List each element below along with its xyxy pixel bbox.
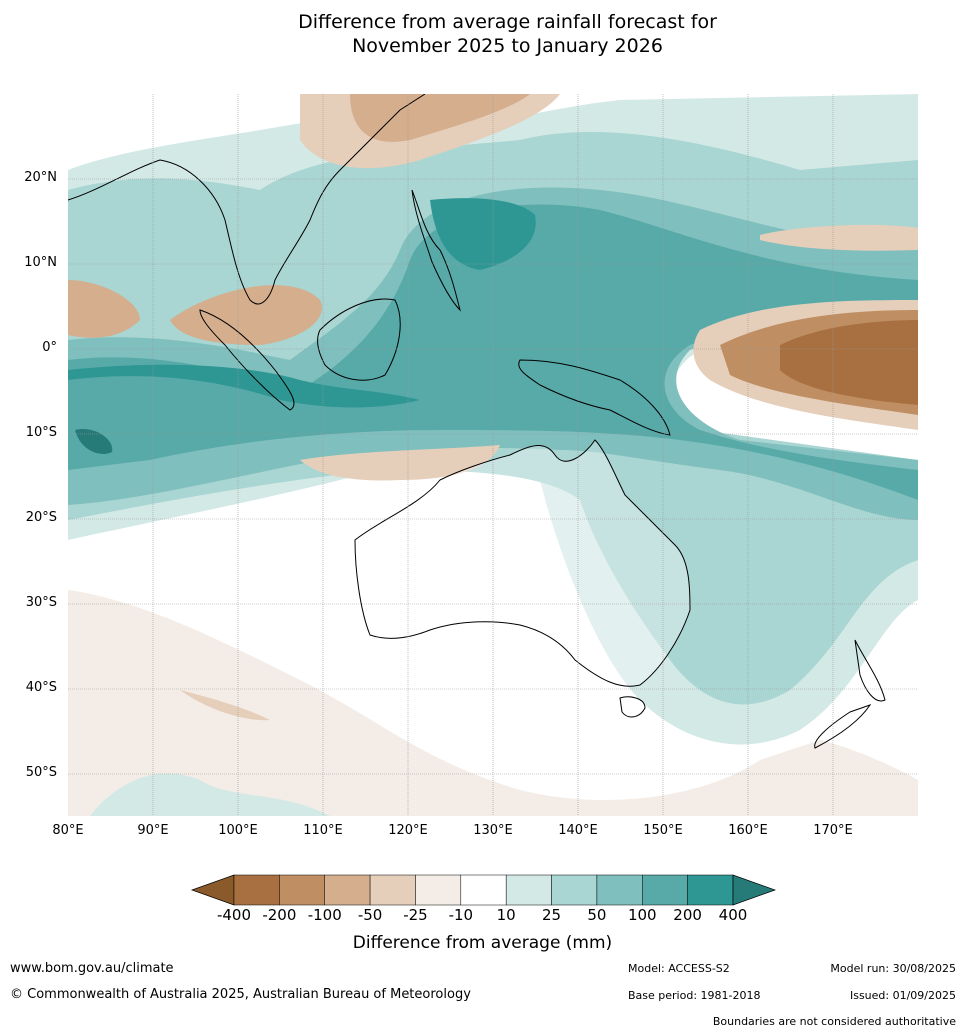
anomaly-region-pacific-dry-north: [760, 224, 918, 251]
lat-tick-10n: 10°N: [24, 255, 57, 270]
map-title: Difference from average rainfall forecas…: [0, 10, 965, 58]
colorbar-bin: [233, 874, 280, 906]
colorbar-extend-low: [190, 874, 235, 906]
colorbar-tick-label: -25: [403, 906, 428, 924]
colorbar-tick-label: 400: [718, 906, 748, 924]
colorbar-tick-label: 200: [673, 906, 702, 924]
lat-tick-0: 0°: [42, 340, 57, 355]
colorbar-bin: [551, 874, 598, 906]
colorbar: [190, 874, 777, 906]
borneo-landmass: [317, 298, 401, 381]
lat-tick-30s: 30°S: [25, 595, 57, 610]
footer-model-run: Model run: 30/08/2025: [830, 962, 956, 975]
lon-tick-160e: 160°E: [728, 823, 768, 838]
colorbar-tick-label: -400: [216, 906, 252, 924]
new-zealand-landmass: [814, 639, 886, 749]
anomaly-region-borneo-dry: [170, 285, 322, 345]
australia-landmass: [354, 439, 691, 687]
mainland-asia-coast: [68, 94, 426, 305]
anomaly-region-west-dry: [68, 280, 140, 338]
colorbar-tick-label: 10: [496, 906, 516, 924]
lat-tick-20n: 20°N: [24, 170, 57, 185]
tasmania-landmass: [619, 696, 646, 718]
colorbar-bin: [415, 874, 462, 906]
footer-model: Model: ACCESS-S2: [628, 962, 730, 975]
lon-tick-140e: 140°E: [558, 823, 598, 838]
anomaly-region-south-dry-2: [180, 690, 270, 721]
footer-copyright: © Commonwealth of Australia 2025, Austra…: [10, 987, 471, 1002]
colorbar-tick-label: -10: [448, 906, 474, 924]
philippines-landmass: [411, 189, 461, 312]
lon-tick-90e: 90°E: [137, 823, 169, 838]
lon-tick-110e: 110°E: [303, 823, 343, 838]
footer-base-period: Base period: 1981-2018: [628, 989, 761, 1002]
lat-tick-10s: 10°S: [25, 425, 57, 440]
anomaly-region-pacific-dry-3: [780, 320, 918, 405]
footer-issued: Issued: 01/09/2025: [849, 989, 956, 1002]
colorbar-tick-label: 25: [541, 906, 562, 924]
colorbar-bin: [687, 874, 734, 906]
colorbar-bin: [460, 874, 507, 906]
footer-url: www.bom.gov.au/climate: [10, 961, 174, 976]
lon-tick-150e: 150°E: [643, 823, 683, 838]
new-guinea-landmass: [518, 359, 671, 436]
colorbar-tick-label: -200: [262, 906, 297, 924]
anomaly-region-south-dry: [68, 590, 918, 816]
colorbar-bin: [505, 874, 552, 906]
lat-tick-40s: 40°S: [25, 680, 57, 695]
map-field: [68, 94, 918, 816]
anomaly-region-tropical-wet-5: [68, 198, 536, 408]
colorbar-tick-label: -50: [357, 906, 383, 924]
anomaly-region-far-south-wet: [90, 773, 330, 816]
anomaly-region-tws-dry: [300, 445, 500, 481]
anomaly-region-china-dry-2: [350, 94, 530, 142]
sumatra-landmass: [199, 309, 295, 411]
lon-tick-170e: 170°E: [813, 823, 853, 838]
lat-tick-20s: 20°S: [25, 510, 57, 525]
colorbar-bin: [279, 874, 325, 906]
colorbar-tick-label: -100: [307, 906, 342, 924]
lon-tick-100e: 100°E: [218, 823, 258, 838]
colorbar-bin: [324, 874, 371, 906]
lon-tick-120e: 120°E: [388, 823, 428, 838]
rainfall-anomaly-map: [68, 94, 918, 816]
colorbar-bin: [596, 874, 643, 906]
footer-disclaimer: Boundaries are not considered authoritat…: [712, 1015, 956, 1028]
colorbar-bin: [369, 874, 416, 906]
colorbar-extend-high: [732, 874, 777, 906]
graticule: [68, 94, 918, 816]
title-line-2: November 2025 to January 2026: [352, 35, 663, 57]
lon-tick-130e: 130°E: [473, 823, 513, 838]
lon-tick-80e: 80°E: [52, 823, 84, 838]
anomaly-region-strong-wet: [75, 429, 113, 454]
lat-tick-50s: 50°S: [25, 765, 57, 780]
colorbar-tick-label: 50: [587, 906, 607, 924]
title-line-1: Difference from average rainfall forecas…: [298, 11, 717, 33]
colorbar-bin: [642, 874, 688, 906]
colorbar-title: Difference from average (mm): [352, 933, 613, 953]
colorbar-tick-label: 100: [627, 906, 657, 924]
